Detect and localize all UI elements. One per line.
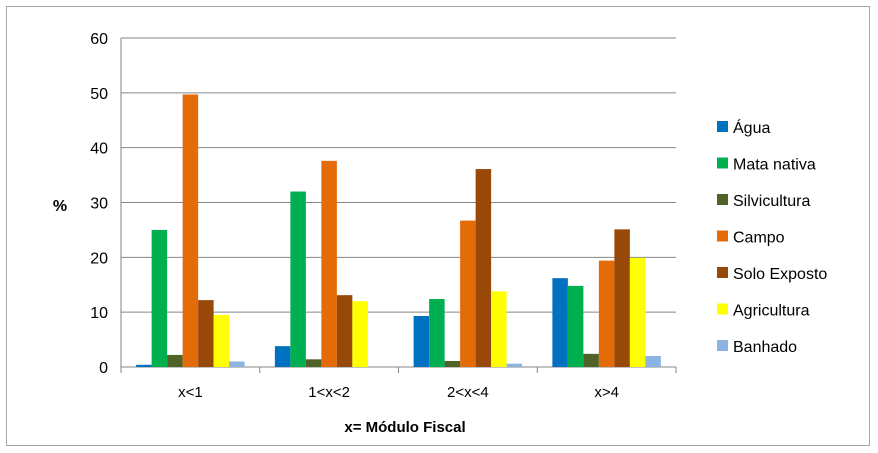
- bar-campo-3: [598, 260, 615, 367]
- bar-solo-exposto-2: [475, 169, 492, 367]
- bar--gua-3: [552, 278, 568, 367]
- bar-agricultura-0: [213, 314, 230, 367]
- legend-swatch-3: [717, 230, 728, 242]
- bar-silvicultura-0: [167, 354, 183, 367]
- bar-solo-exposto-3: [614, 229, 630, 367]
- bar-agricultura-2: [491, 291, 507, 367]
- legend-swatch-0: [717, 121, 728, 132]
- y-tick-label-50: 50: [90, 86, 108, 103]
- y-tick-label-60: 60: [90, 31, 108, 48]
- bar-solo-exposto-0: [198, 300, 214, 367]
- legend-label-1: Mata nativa: [733, 157, 816, 174]
- y-tick-label-40: 40: [90, 141, 108, 158]
- y-tick-label-30: 30: [90, 196, 108, 213]
- bar-silvicultura-2: [444, 360, 461, 367]
- bar-banhado-2: [506, 363, 523, 367]
- legend-swatch-1: [717, 157, 728, 169]
- legend-swatch-5: [717, 303, 728, 315]
- y-axis-label: %: [53, 198, 67, 215]
- x-axis-label: x= Módulo Fiscal: [344, 419, 465, 436]
- bar-agricultura-3: [629, 257, 646, 367]
- bar-silvicultura-1: [305, 359, 322, 367]
- bar-campo-1: [321, 160, 337, 367]
- x-tick-label-1: 1<x<2: [308, 384, 350, 401]
- legend-label-4: Solo Exposto: [733, 266, 827, 283]
- bar-campo-0: [182, 94, 199, 367]
- bar-banhado-0: [229, 361, 245, 367]
- x-tick-label-3: x>4: [594, 384, 619, 401]
- y-tick-label-20: 20: [90, 250, 108, 267]
- bar-mata-nativa-0: [151, 229, 168, 367]
- bar-banhado-3: [645, 356, 661, 367]
- gridlines: [121, 37, 676, 313]
- legend-label-3: Campo: [733, 230, 785, 247]
- bars: [136, 94, 661, 367]
- x-tick-label-0: x<1: [178, 384, 203, 401]
- legend-swatch-2: [717, 194, 728, 205]
- y-tick-label-10: 10: [90, 305, 108, 322]
- bar-agricultura-1: [352, 301, 368, 367]
- legend-label-0: Água: [733, 118, 770, 137]
- legend-label-6: Banhado: [733, 339, 797, 356]
- bar--gua-2: [413, 316, 430, 367]
- bar-mata-nativa-1: [290, 191, 306, 367]
- bar-solo-exposto-1: [336, 295, 353, 367]
- x-tick-label-2: 2<x<4: [447, 384, 489, 401]
- legend-label-2: Silvicultura: [733, 193, 810, 210]
- bar-mata-nativa-3: [567, 285, 584, 367]
- tick-labels: 0 10 20 30 40 50 60 x<1 1<x<2 2<x<4 x>4: [90, 31, 619, 401]
- legend-label-5: Agricultura: [733, 303, 810, 320]
- legend: Água Mata nativa Silvicultura Campo Solo Exp…: [717, 118, 827, 356]
- bar--gua-1: [274, 346, 291, 367]
- legend-swatch-4: [717, 267, 728, 278]
- chart-frame: [6, 6, 870, 446]
- legend-swatch-6: [717, 340, 728, 351]
- y-tick-label-0: 0: [99, 360, 108, 377]
- bar--gua-0: [136, 364, 152, 367]
- bar-campo-2: [460, 220, 476, 367]
- bar-mata-nativa-2: [429, 299, 445, 367]
- bar-silvicultura-3: [583, 353, 599, 367]
